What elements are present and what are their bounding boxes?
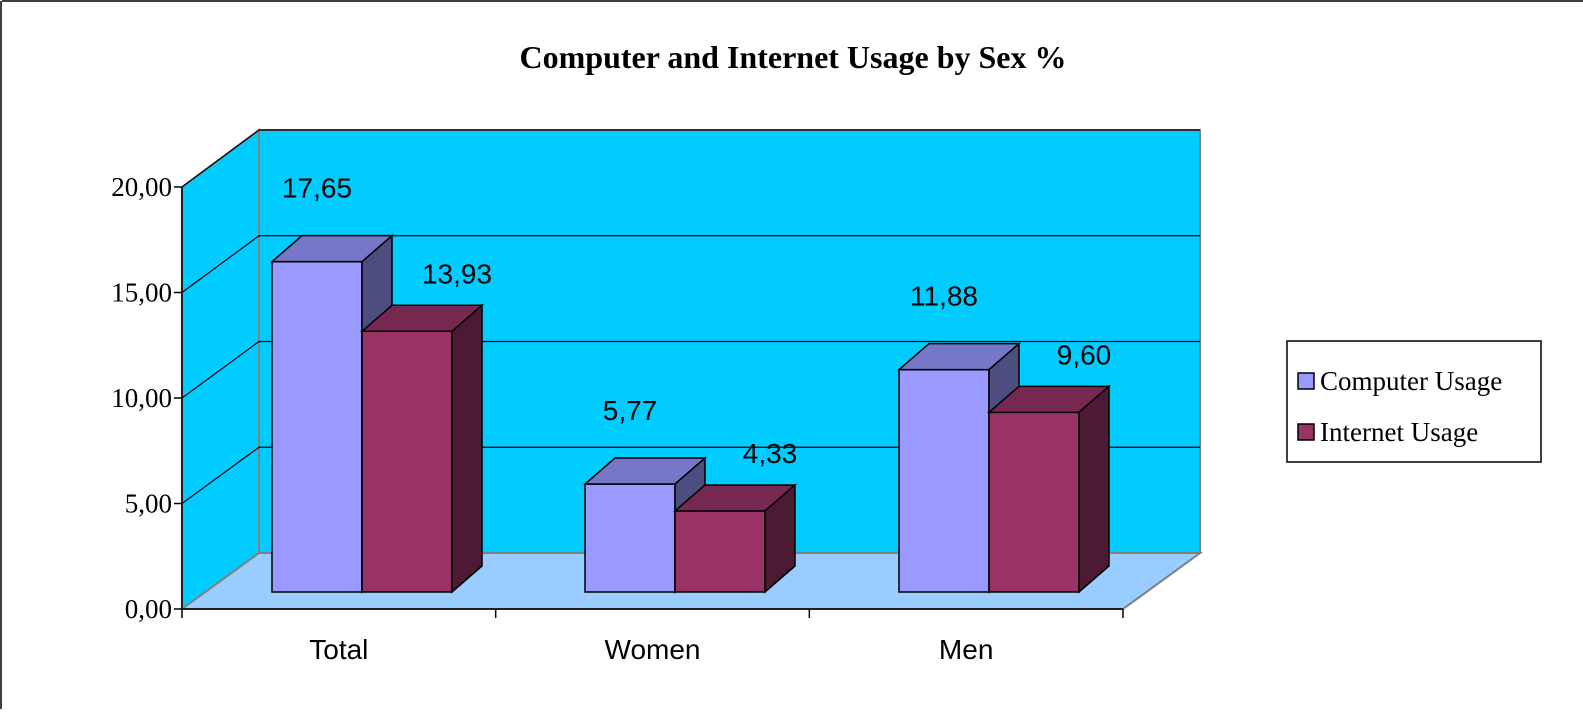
x-axis: Total Women Men [181, 608, 1124, 665]
bar-front-computer-usage-women [584, 483, 676, 593]
x-tick-label-total: Total [309, 634, 368, 665]
y-tick-label-3: 15,00 [111, 278, 172, 308]
data-label-internet-usage-men: 9,60 [1057, 339, 1112, 370]
y-tick-label-1: 5,00 [125, 489, 172, 519]
y-axis: 0,00 5,00 10,00 15,00 20,00 [111, 172, 183, 624]
legend-box [1286, 340, 1542, 463]
x-tick-label-women: Women [605, 634, 701, 665]
legend: Computer Usage Internet Usage [1286, 340, 1542, 463]
y-tick-label-2: 10,00 [111, 383, 172, 413]
bar-front-computer-usage-men [898, 368, 990, 593]
bar-computer-usage-men [896, 342, 1022, 594]
data-labels: 17,65 13,93 5,77 4,33 11,88 9,60 [282, 173, 1111, 469]
bar-internet-usage-women [672, 483, 798, 594]
legend-label-computer-usage: Computer Usage [1320, 366, 1502, 396]
bars [269, 234, 1112, 594]
gridline-side-2 [181, 341, 260, 399]
legend-swatch-internet-usage [1297, 423, 1315, 441]
y-tick-label-0: 0,00 [125, 594, 172, 624]
legend-swatch-computer-usage [1297, 372, 1315, 390]
bar-side-internet-usage-women [764, 483, 796, 594]
data-label-computer-usage-total: 17,65 [282, 173, 352, 204]
bar-internet-usage-total [359, 303, 485, 594]
data-label-computer-usage-men: 11,88 [910, 281, 978, 312]
legend-label-internet-usage: Internet Usage [1320, 417, 1478, 447]
bar-internet-usage-men [986, 384, 1112, 594]
data-label-computer-usage-women: 5,77 [603, 395, 658, 426]
bar-front-internet-usage-total [361, 330, 453, 593]
bar-side-internet-usage-total [451, 303, 483, 594]
bar-side-internet-usage-men [1078, 384, 1110, 594]
x-tick-label-men: Men [939, 634, 993, 665]
data-label-internet-usage-total: 13,93 [422, 258, 492, 289]
gridline-side-1 [181, 446, 260, 504]
chart-title: Computer and Internet Usage by Sex % [520, 39, 1067, 75]
gridline-side-3 [181, 235, 260, 293]
bar-front-internet-usage-women [674, 510, 766, 593]
data-label-internet-usage-women: 4,33 [743, 438, 798, 469]
bar-front-computer-usage-total [271, 260, 363, 593]
y-tick-label-4: 20,00 [111, 172, 172, 202]
gridline-side-4 [181, 129, 260, 188]
bar-front-internet-usage-men [988, 411, 1080, 593]
